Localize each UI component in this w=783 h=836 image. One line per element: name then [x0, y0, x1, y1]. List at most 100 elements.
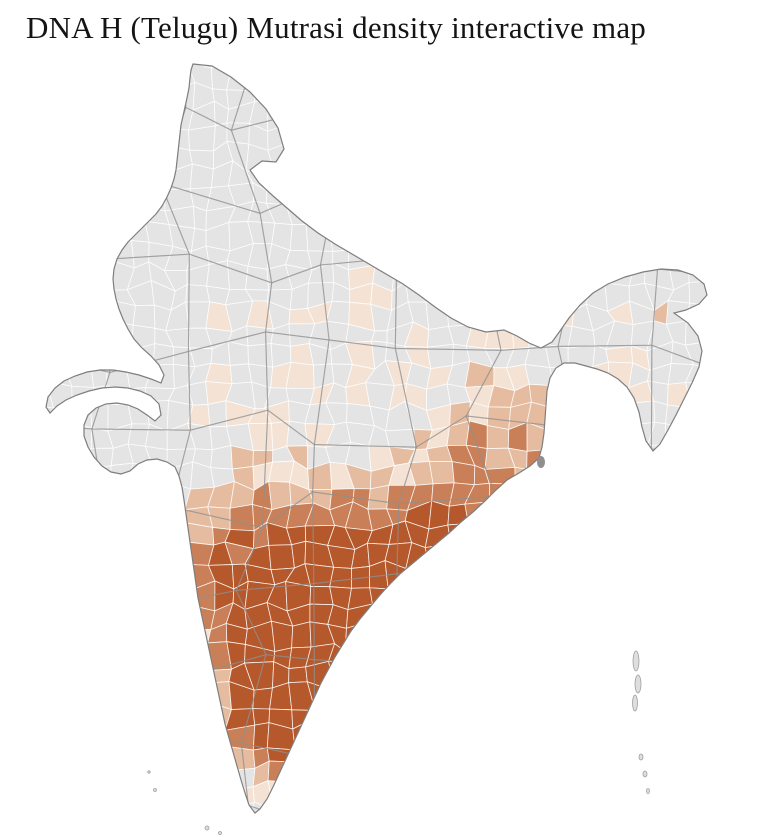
district-cell[interactable]	[345, 124, 371, 149]
district-cell[interactable]	[524, 302, 556, 328]
district-cell[interactable]	[366, 701, 392, 728]
district-cell[interactable]	[330, 705, 354, 727]
district-cell[interactable]	[32, 343, 56, 371]
district-cell[interactable]	[591, 585, 615, 605]
district-cell[interactable]	[587, 825, 610, 836]
district-cell[interactable]	[671, 101, 696, 128]
district-cell[interactable]	[564, 69, 593, 92]
district-cell[interactable]	[348, 705, 375, 728]
district-cell[interactable]	[404, 208, 428, 227]
district-cell[interactable]	[185, 284, 211, 303]
district-cell[interactable]	[109, 462, 134, 489]
district-cell[interactable]	[426, 180, 451, 210]
district-cell[interactable]	[629, 785, 650, 809]
district-cell[interactable]	[66, 744, 96, 772]
district-cell[interactable]	[447, 62, 473, 89]
district-cell[interactable]	[372, 221, 394, 247]
district-cell[interactable]	[449, 201, 469, 230]
district-cell[interactable]	[25, 228, 55, 245]
district-cell[interactable]	[486, 161, 515, 188]
district-cell[interactable]	[586, 743, 614, 770]
district-cell[interactable]	[644, 706, 675, 731]
district-cell[interactable]	[187, 701, 210, 732]
district-cell[interactable]	[468, 245, 492, 270]
district-cell[interactable]	[205, 802, 233, 824]
district-cell[interactable]	[487, 521, 513, 547]
district-cell[interactable]	[452, 223, 473, 249]
district-cell[interactable]	[494, 645, 509, 665]
district-cell[interactable]	[725, 509, 751, 532]
district-cell[interactable]	[733, 484, 747, 510]
district-cell[interactable]	[92, 701, 110, 728]
district-cell[interactable]	[387, 668, 412, 691]
district-cell[interactable]	[703, 620, 735, 651]
district-cell[interactable]	[108, 584, 131, 611]
district-cell[interactable]	[404, 688, 431, 707]
district-cell[interactable]	[324, 87, 349, 107]
district-cell[interactable]	[25, 521, 55, 551]
district-cell[interactable]	[304, 720, 336, 752]
district-cell[interactable]	[351, 565, 371, 589]
district-cell[interactable]	[611, 521, 629, 552]
district-cell[interactable]	[511, 500, 526, 527]
district-cell[interactable]	[65, 82, 89, 104]
district-cell[interactable]	[629, 126, 651, 152]
district-cell[interactable]	[624, 723, 653, 751]
district-cell[interactable]	[487, 220, 514, 247]
district-cell[interactable]	[245, 825, 270, 836]
district-cell[interactable]	[291, 621, 312, 649]
district-cell[interactable]	[545, 126, 574, 145]
district-cell[interactable]	[587, 88, 614, 107]
district-cell[interactable]	[624, 761, 654, 787]
district-cell[interactable]	[566, 623, 592, 650]
district-cell[interactable]	[564, 566, 593, 592]
district-cell[interactable]	[664, 765, 690, 791]
district-cell[interactable]	[348, 221, 375, 251]
district-cell[interactable]	[387, 687, 410, 707]
district-cell[interactable]	[404, 167, 430, 184]
district-cell[interactable]	[628, 445, 648, 472]
district-cell[interactable]	[544, 665, 574, 688]
district-cell[interactable]	[529, 161, 550, 192]
district-cell[interactable]	[685, 62, 713, 91]
district-cell[interactable]	[28, 121, 55, 149]
district-cell[interactable]	[87, 120, 113, 146]
district-cell[interactable]	[90, 360, 108, 388]
district-cell[interactable]	[125, 64, 151, 89]
district-cell[interactable]	[607, 403, 631, 426]
district-cell[interactable]	[31, 68, 50, 91]
district-cell[interactable]	[487, 662, 509, 692]
district-cell[interactable]	[732, 364, 748, 386]
district-cell[interactable]	[674, 183, 690, 206]
district-cell[interactable]	[645, 126, 675, 152]
district-cell[interactable]	[484, 583, 514, 611]
district-cell[interactable]	[603, 443, 633, 471]
district-cell[interactable]	[428, 767, 452, 791]
district-cell[interactable]	[64, 461, 88, 491]
district-cell[interactable]	[611, 566, 629, 587]
district-cell[interactable]	[468, 784, 491, 812]
district-cell[interactable]	[427, 601, 456, 626]
district-cell[interactable]	[189, 824, 213, 836]
district-cell[interactable]	[504, 220, 532, 245]
district-cell[interactable]	[704, 501, 734, 532]
district-cell[interactable]	[444, 183, 468, 206]
district-cell[interactable]	[625, 604, 647, 627]
district-cell[interactable]	[106, 140, 133, 172]
district-cell[interactable]	[647, 227, 669, 245]
district-cell[interactable]	[106, 161, 136, 192]
district-cell[interactable]	[670, 781, 690, 810]
district-cell[interactable]	[684, 101, 707, 128]
district-cell[interactable]	[352, 800, 368, 829]
district-cell[interactable]	[372, 243, 396, 266]
district-cell[interactable]	[124, 803, 148, 829]
district-cell[interactable]	[468, 762, 491, 789]
district-cell[interactable]	[325, 744, 351, 772]
district-cell[interactable]	[544, 305, 575, 327]
district-cell[interactable]	[729, 66, 749, 83]
district-cell[interactable]	[349, 203, 375, 225]
district-cell[interactable]	[369, 185, 396, 208]
district-cell[interactable]	[49, 761, 75, 790]
district-cell[interactable]	[549, 700, 571, 729]
district-cell[interactable]	[447, 523, 469, 545]
